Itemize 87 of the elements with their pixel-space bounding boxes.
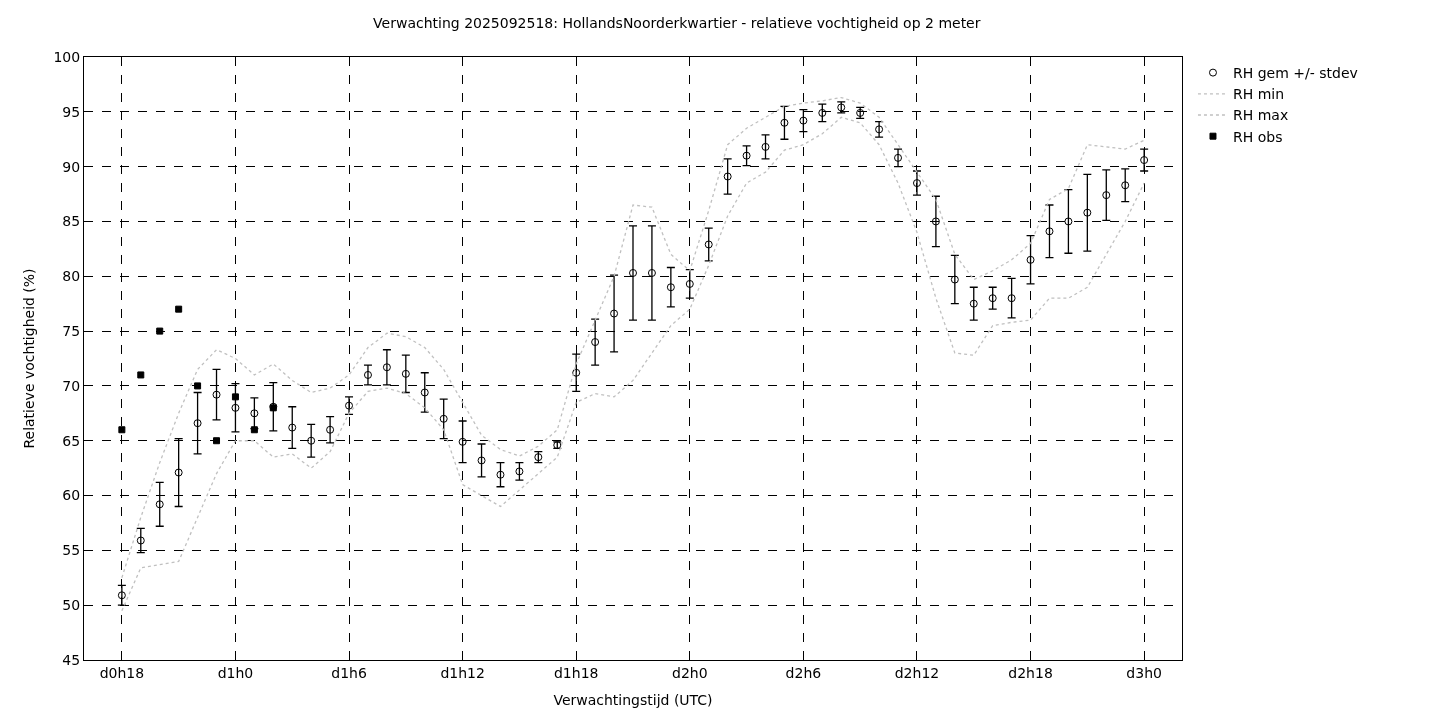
y-tick-label: 100: [53, 48, 81, 65]
point: [155, 500, 164, 509]
point: [894, 153, 903, 162]
x-tick-label: d1h6: [331, 664, 367, 681]
y-tick-label: 90: [62, 158, 81, 175]
point: [591, 338, 600, 347]
y-tick-label: 60: [62, 487, 81, 504]
point: [799, 116, 808, 125]
x-axis-title: Verwachtingstijd (UTC): [553, 692, 713, 709]
point: [969, 299, 978, 308]
point: [647, 268, 656, 277]
point: [515, 467, 524, 476]
point: [1045, 227, 1054, 236]
y-tick-label: 45: [62, 651, 81, 668]
point: [1102, 191, 1111, 200]
x-tick-label: d3h0: [1126, 664, 1162, 681]
point: [231, 393, 239, 401]
point: [723, 172, 732, 181]
point: [401, 369, 410, 378]
point: [326, 425, 335, 434]
point: [610, 309, 619, 318]
point: [382, 363, 391, 372]
point: [666, 283, 675, 292]
y-tick-label: 50: [62, 597, 81, 614]
point: [288, 423, 297, 432]
y-tick-label: 85: [62, 213, 81, 230]
x-tick-label: d2h0: [672, 664, 708, 681]
x-tick-label: d2h12: [894, 664, 940, 681]
y-tick-label: 65: [62, 432, 81, 449]
y-tick-label: 55: [62, 542, 81, 559]
point: [950, 275, 959, 284]
point: [175, 305, 183, 313]
legend-label: RH obs: [1232, 128, 1283, 145]
point: [761, 142, 770, 151]
point: [685, 279, 694, 288]
point: [818, 108, 827, 117]
point: [496, 470, 505, 479]
y-axis-title: Relatieve vochtigheid (%): [21, 268, 38, 449]
x-tick-label: d2h18: [1008, 664, 1053, 681]
point: [194, 382, 202, 390]
point: [458, 437, 467, 446]
point: [629, 268, 637, 277]
point: [477, 456, 486, 465]
point: [704, 240, 713, 249]
point: [136, 536, 145, 545]
point: [912, 179, 921, 188]
chart-title: Verwachting 2025092518: HollandsNoorderkwartier - relatieve vochtigheid op 2 meter: [373, 14, 981, 31]
point: [118, 426, 126, 434]
x-tick-label: d2h6: [785, 664, 822, 681]
point: [572, 368, 581, 377]
point: [117, 591, 126, 600]
y-tick-label: 70: [62, 377, 81, 394]
point: [420, 388, 429, 397]
point: [1140, 156, 1149, 165]
point: [780, 118, 789, 127]
y-tick-label: 80: [62, 268, 81, 285]
point: [363, 370, 372, 379]
legend-label: RH gem +/- stdev: [1232, 65, 1358, 82]
point: [1121, 181, 1130, 190]
point: [1007, 294, 1016, 303]
point: [931, 217, 940, 226]
point: [307, 436, 316, 445]
point: [875, 125, 884, 134]
point: [250, 409, 259, 418]
y-tick-label: 75: [62, 322, 81, 339]
point: [231, 403, 240, 412]
x-tick-label: d1h12: [440, 664, 485, 681]
legend-label: RH min: [1232, 86, 1285, 103]
point: [174, 468, 183, 477]
point: [137, 371, 145, 379]
x-tick-label: d0h18: [99, 664, 145, 681]
point: [213, 437, 221, 445]
point: [742, 151, 751, 160]
point: [345, 401, 354, 410]
point: [212, 390, 221, 399]
point: [439, 414, 448, 423]
point: [156, 327, 164, 335]
point: [1083, 208, 1092, 217]
point: [1026, 255, 1035, 264]
x-tick-label: d1h0: [217, 664, 254, 681]
point: [193, 419, 202, 428]
point: [1064, 217, 1073, 226]
x-tick-label: d1h18: [553, 664, 599, 681]
y-tick-label: 95: [62, 103, 81, 120]
point: [250, 426, 258, 434]
legend-label: RH max: [1232, 107, 1289, 124]
point: [988, 294, 997, 303]
